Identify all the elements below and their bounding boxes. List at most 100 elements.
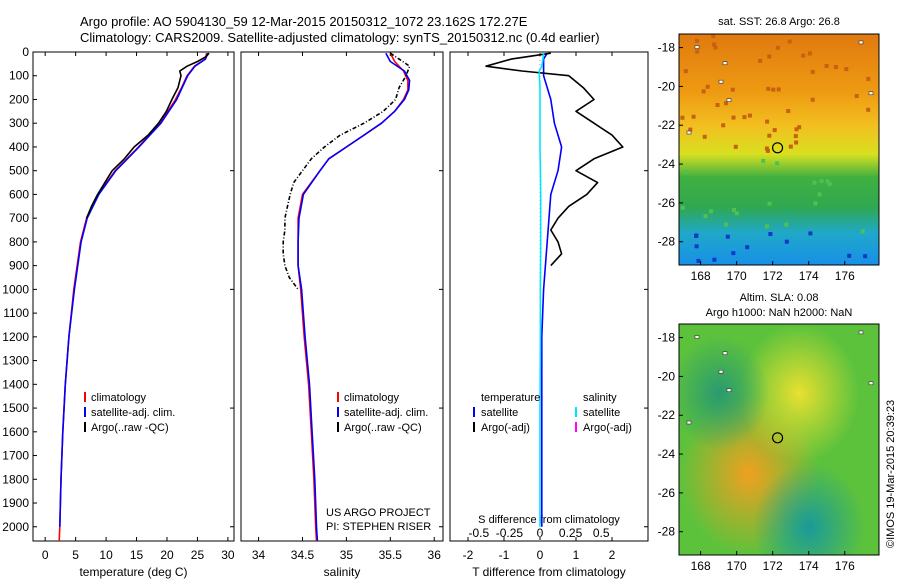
series-line-satellite-adj-clim — [59, 52, 209, 527]
y-tick-label: 1700 — [2, 449, 29, 463]
x-tick-label: 36 — [428, 548, 442, 562]
plot-frame — [449, 51, 649, 542]
x-tick-label: 0 — [42, 548, 49, 562]
y-tick-label: 600 — [9, 187, 29, 201]
map-x-tick-label: 172 — [763, 269, 783, 283]
map-y-tick-label: -28 — [658, 235, 676, 249]
sst-map: sat. SST: 26.8 Argo: 26.8 168 170 172 174 17… — [658, 16, 880, 283]
map-x-tick-label: 176 — [835, 269, 855, 283]
legend-swatch-satellite-adj — [84, 407, 86, 417]
x-tick-label: 5 — [72, 548, 79, 562]
island-marker — [858, 40, 864, 45]
plot-frame — [240, 51, 444, 542]
sst-pixel — [788, 144, 793, 149]
map-x-tick-label: 174 — [799, 559, 819, 573]
map-x-tick-label: 176 — [835, 559, 855, 573]
sst-pixel — [833, 65, 838, 69]
sst-pixel — [734, 211, 739, 216]
legend-label-argo: Argo(..raw -QC) — [344, 422, 422, 434]
series-line-argo-raw-qc — [282, 52, 411, 290]
legend-label-climatology: climatology — [91, 392, 147, 404]
sst-pixel — [810, 69, 815, 74]
island-marker — [868, 91, 874, 96]
x2-tick-label: 0.25 — [559, 526, 583, 540]
x-tick-label: 34.5 — [291, 548, 315, 562]
legend-label-temp-argo: Argo(-adj) — [481, 422, 530, 434]
sst-pixel — [863, 254, 868, 259]
sst-pixel — [825, 179, 830, 184]
series-line-satellite-adj-clim — [297, 52, 411, 542]
sst-pixel — [767, 133, 772, 138]
sst-pixel — [784, 239, 789, 244]
sst-pixel — [724, 101, 729, 106]
sst-pixel — [776, 87, 781, 92]
sst-pixel — [731, 251, 736, 256]
x2-tick-label: 0.5 — [593, 526, 610, 540]
sst-pixel — [742, 115, 747, 120]
sst-pixel — [775, 161, 780, 166]
x-axis-label: T difference from climatology — [472, 565, 626, 579]
sst-map-title: sat. SST: 26.8 Argo: 26.8 — [718, 16, 840, 28]
sst-cloud-speckle — [680, 34, 871, 263]
x2-tick-label: -0.5 — [468, 526, 489, 540]
x-tick-label: 25 — [191, 548, 205, 562]
map-y-tick-label: -26 — [658, 196, 676, 210]
map-y-tick-label: -28 — [658, 525, 676, 539]
island-marker — [726, 388, 732, 392]
sst-pixel — [771, 87, 776, 92]
sst-pixel — [801, 53, 806, 58]
sst-pixel — [808, 231, 813, 236]
sst-pixel — [827, 182, 832, 187]
sst-pixel — [775, 45, 780, 50]
map-x-tick-label: 168 — [691, 269, 711, 283]
sla-map-subtitle: Argo h1000: NaN h2000: NaN — [706, 307, 853, 319]
sst-pixel — [731, 115, 736, 120]
x-tick-label: 34 — [252, 548, 266, 562]
sla-blob-dark-green — [679, 324, 879, 555]
sst-pixel — [721, 123, 726, 128]
series-line-climatology — [58, 53, 208, 542]
x2-axis-label: S difference from climatology — [478, 514, 620, 526]
sst-pixel — [711, 34, 716, 39]
temperature-legend: climatology satellite-adj. clim. Argo(..… — [84, 392, 175, 434]
map-y-tick-label: -22 — [658, 118, 676, 132]
sst-pixel — [810, 97, 815, 102]
sst-pixel — [713, 45, 718, 50]
x-tick-label: 20 — [160, 548, 174, 562]
legend-swatch-climatology — [84, 392, 86, 402]
sst-pixel — [786, 109, 791, 113]
legend-label-climatology: climatology — [344, 392, 400, 404]
sst-pixel — [854, 94, 859, 98]
sst-pixel — [866, 76, 871, 81]
island-marker — [868, 381, 874, 386]
map-y-tick-label: -26 — [658, 486, 676, 500]
sst-pixel — [701, 89, 706, 94]
y-tick-label: 500 — [9, 164, 29, 178]
y-tick-label: 0 — [22, 45, 29, 59]
sst-pixel — [794, 140, 799, 145]
sst-pixel — [765, 224, 769, 229]
profile-title: Argo profile: AO 5904130_59 12-Mar-2015 … — [80, 14, 528, 29]
island-marker — [858, 330, 864, 335]
sst-pixel — [766, 86, 771, 91]
y-tick-label: 1200 — [2, 330, 29, 344]
sst-pixel — [709, 209, 714, 214]
y-tick-label: 900 — [9, 259, 29, 273]
y-tick-label: 200 — [9, 92, 29, 106]
sst-pixel — [797, 125, 802, 130]
sst-pixel — [684, 170, 689, 175]
y-tick-label: 1900 — [2, 496, 29, 510]
sst-pixel — [794, 127, 799, 132]
y-tick-label: 1400 — [2, 377, 29, 391]
sst-pixel — [866, 107, 871, 112]
sst-pixel — [733, 144, 738, 149]
map-frame — [678, 323, 880, 556]
x-tick-label: 10 — [99, 548, 113, 562]
sst-pixel — [696, 258, 701, 263]
y-tick-label: 700 — [9, 211, 29, 225]
sst-pixel — [758, 58, 763, 63]
imos-timestamp: ©IMOS 19-Mar-2015 20:39:23 — [885, 400, 897, 548]
legend-swatch-argo — [337, 422, 339, 432]
legend-swatch-temp-satellite — [473, 407, 475, 417]
